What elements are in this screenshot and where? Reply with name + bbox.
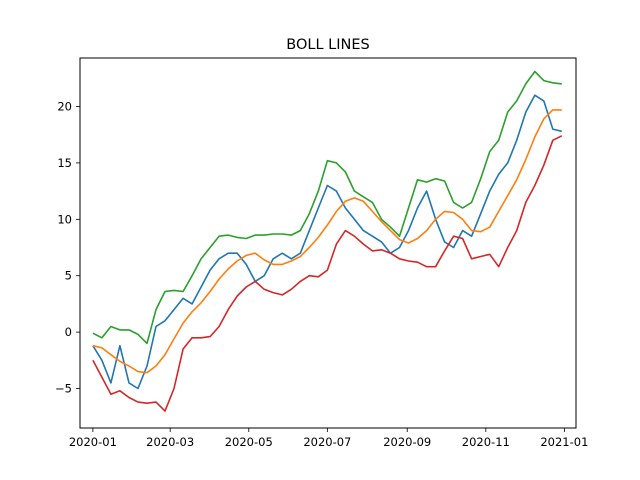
y-tick-label: −5	[55, 382, 72, 396]
x-axis: 2020-01 2020-03 2020-05 2020-07 2020-09 2020-…	[69, 428, 588, 449]
plot-frame	[79, 57, 577, 429]
y-tick-label: 15	[57, 156, 72, 170]
x-tick-label: 2020-11	[462, 435, 510, 449]
y-tick-label: 10	[57, 212, 72, 226]
x-tick-label: 2020-07	[303, 435, 351, 449]
y-tick-label: 20	[57, 100, 72, 114]
series-line-2	[92, 109, 562, 374]
series-line-1	[92, 94, 562, 390]
x-tick-label: 2020-09	[383, 435, 431, 449]
x-tick-label: 2020-03	[146, 435, 194, 449]
y-tick-label: 0	[65, 325, 72, 339]
series-line-3	[92, 70, 562, 345]
series-line-4	[92, 135, 563, 412]
y-tick-label: 5	[65, 269, 72, 283]
x-tick-label: 2021-01	[540, 435, 588, 449]
chart-title: BOLL LINES	[286, 37, 369, 53]
y-axis: −5 0 5 10 15 20	[55, 100, 80, 396]
x-tick-label: 2020-05	[225, 435, 273, 449]
series-layer	[92, 70, 563, 412]
x-tick-label: 2020-01	[69, 435, 117, 449]
